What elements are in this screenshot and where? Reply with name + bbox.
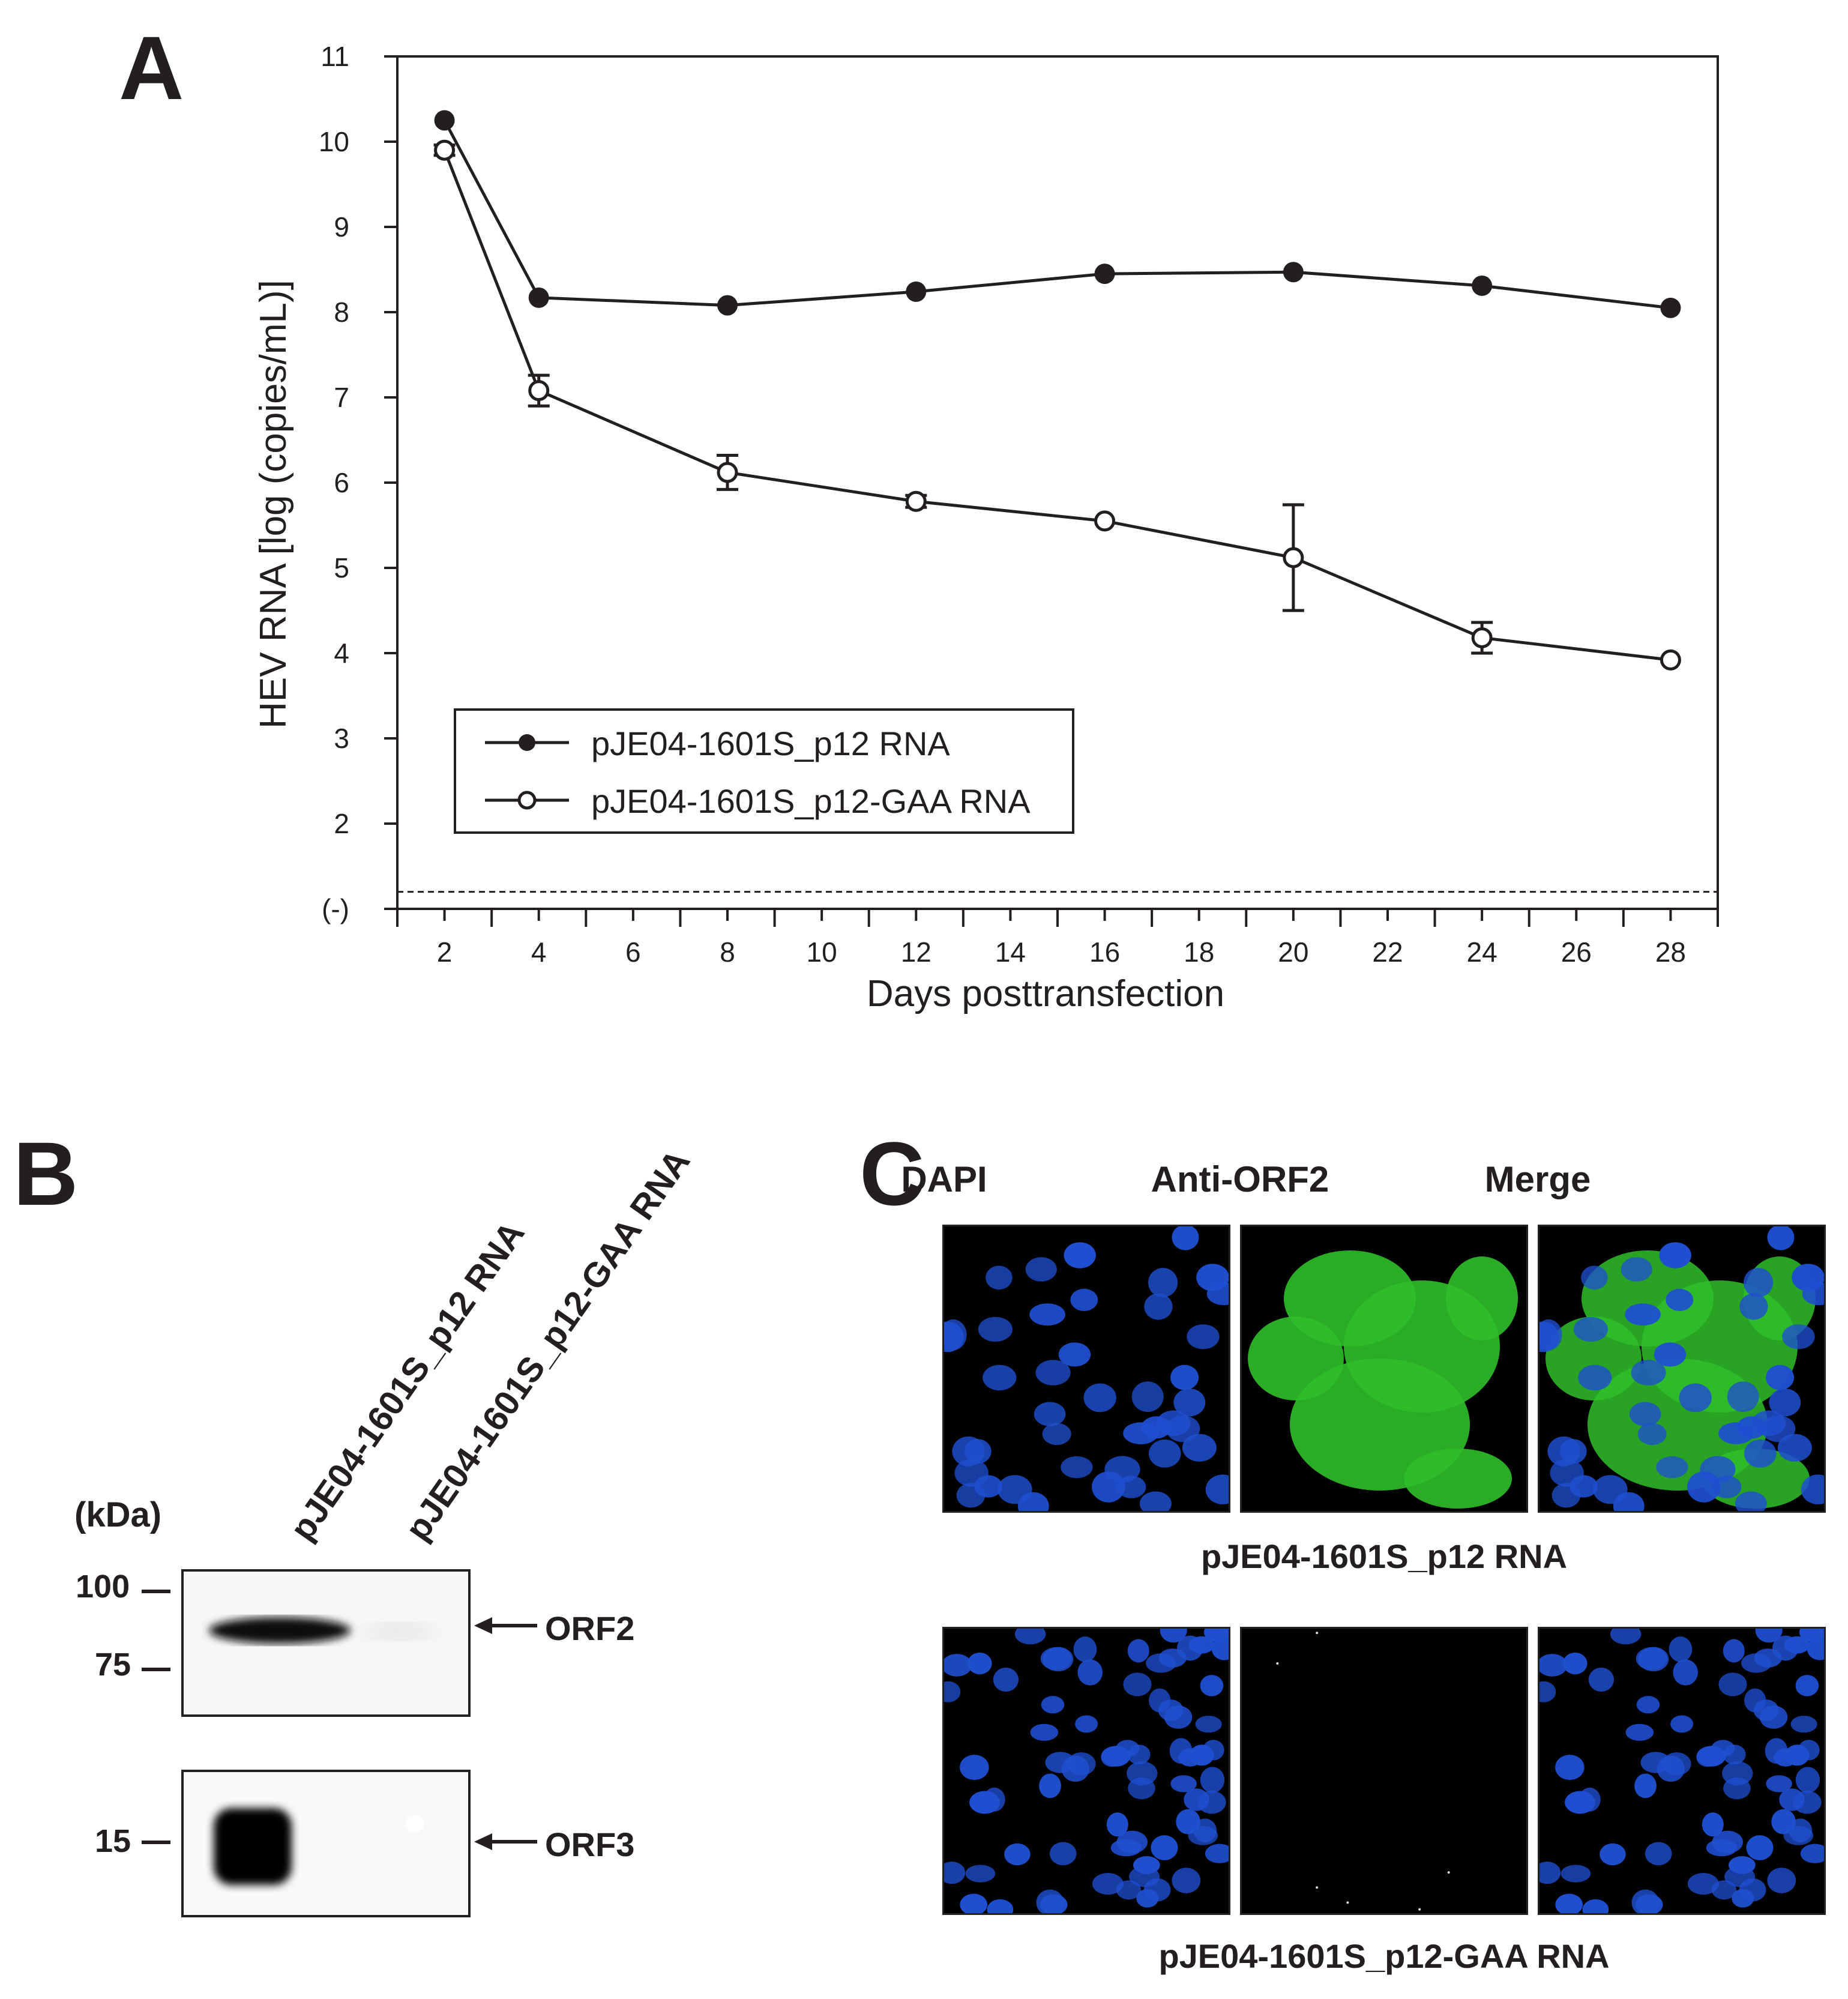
x-tick-label: 14 xyxy=(995,936,1026,968)
x-tick-label: 6 xyxy=(625,936,641,968)
micrograph-dapi-gaa xyxy=(942,1627,1230,1915)
data-point-filled xyxy=(1283,262,1304,283)
x-tick-label: 24 xyxy=(1467,936,1497,968)
western-blot-orf2 xyxy=(181,1569,471,1717)
x-tick-label: 4 xyxy=(531,936,547,968)
legend-label-series-1: pJE04-1601S_p12 RNA xyxy=(591,725,950,762)
legend-marker-filled xyxy=(519,734,535,751)
data-point-open xyxy=(1660,649,1681,671)
legend-marker-open xyxy=(517,791,537,810)
x-tick-label: 18 xyxy=(1184,936,1214,968)
micrograph-merge-gaa xyxy=(1538,1627,1826,1915)
y-tick-label: 9 xyxy=(334,211,349,243)
x-tick-label: 10 xyxy=(807,936,837,968)
column-header-dapi: DAPI xyxy=(901,1159,987,1199)
data-point-filled xyxy=(434,110,455,131)
y-tick-label: 5 xyxy=(334,552,349,583)
orf2-band xyxy=(209,1617,351,1644)
data-point-filled xyxy=(528,287,549,308)
column-header-anti-orf2: Anti-ORF2 xyxy=(1151,1159,1329,1199)
x-tick-label: 2 xyxy=(437,936,453,968)
data-point-filled xyxy=(1094,264,1115,285)
row-label-gaa: pJE04-1601S_p12-GAA RNA xyxy=(1158,1937,1610,1975)
micrograph-merge-p12 xyxy=(1538,1225,1826,1513)
data-point-open xyxy=(528,380,550,402)
y-tick-label: (-) xyxy=(322,893,349,924)
orf3-band xyxy=(214,1808,292,1885)
data-point-filled xyxy=(906,281,927,302)
micrograph-orf2-gaa xyxy=(1240,1627,1528,1915)
lane-label-1: pJE04-1601S_p12 RNA xyxy=(282,1214,532,1548)
data-point-open xyxy=(1471,627,1493,648)
legend: pJE04-1601S_p12 RNA pJE04-1601S_p12-GAA … xyxy=(454,708,1074,834)
x-tick-label: 8 xyxy=(720,936,735,968)
x-tick-label: 16 xyxy=(1089,936,1120,968)
x-axis-label: Days posttransfection xyxy=(867,973,1224,1015)
arrow-icon-orf2 xyxy=(474,1617,537,1634)
arrow-icon-orf3 xyxy=(474,1833,537,1850)
data-point-filled xyxy=(1472,275,1493,296)
panel-a-letter: A xyxy=(119,17,184,118)
marker-15-tick xyxy=(142,1841,170,1844)
kda-label: (kDa) xyxy=(74,1495,162,1534)
legend-label-series-2: pJE04-1601S_p12-GAA RNA xyxy=(591,782,1031,820)
line-chart: 2 4 6 8 10 12 14 16 18 20 22 24 26 28(-)234567891011 … xyxy=(253,41,1719,1015)
data-point-open xyxy=(1094,510,1116,532)
panel-b-letter: B xyxy=(13,1123,79,1224)
column-header-merge: Merge xyxy=(1484,1159,1591,1199)
y-tick-label: 6 xyxy=(334,467,349,498)
marker-75: 75 xyxy=(95,1647,131,1683)
row-label-p12: pJE04-1601S_p12 RNA xyxy=(1200,1537,1568,1575)
data-point-open xyxy=(717,462,738,483)
data-point-open xyxy=(434,139,456,161)
marker-100-tick xyxy=(142,1590,170,1593)
series-line-1 xyxy=(443,119,1671,310)
band-label-orf3: ORF3 xyxy=(545,1826,635,1863)
panel-c-letter: C xyxy=(859,1123,925,1224)
data-point-open xyxy=(905,490,927,512)
y-tick-label: 10 xyxy=(319,126,349,157)
y-tick-label: 2 xyxy=(334,808,349,839)
x-tick-label: 20 xyxy=(1278,936,1308,968)
data-point-filled xyxy=(717,295,738,316)
x-tick-label: 28 xyxy=(1655,936,1686,968)
x-tick-label: 26 xyxy=(1561,936,1592,968)
x-tick-label: 12 xyxy=(901,936,932,968)
y-axis-label: HEV RNA [log (copies/mL)] xyxy=(253,280,294,729)
y-tick-label: 4 xyxy=(334,638,349,669)
y-tick-label: 11 xyxy=(321,41,349,72)
data-point-filled xyxy=(1660,297,1681,318)
data-point-open xyxy=(1283,547,1304,568)
marker-100: 100 xyxy=(76,1569,130,1605)
series-line-2 xyxy=(443,149,1671,662)
marker-15: 15 xyxy=(95,1823,131,1859)
micrograph-dapi-p12 xyxy=(942,1225,1230,1513)
western-blot-orf3 xyxy=(181,1770,471,1917)
y-tick-label: 7 xyxy=(334,382,349,413)
band-label-orf2: ORF2 xyxy=(545,1609,635,1647)
marker-75-tick xyxy=(142,1668,170,1671)
micrograph-orf2-p12 xyxy=(1240,1225,1528,1513)
y-tick-label: 8 xyxy=(334,297,349,328)
y-tick-label: 3 xyxy=(334,723,349,754)
x-tick-label: 22 xyxy=(1372,936,1403,968)
